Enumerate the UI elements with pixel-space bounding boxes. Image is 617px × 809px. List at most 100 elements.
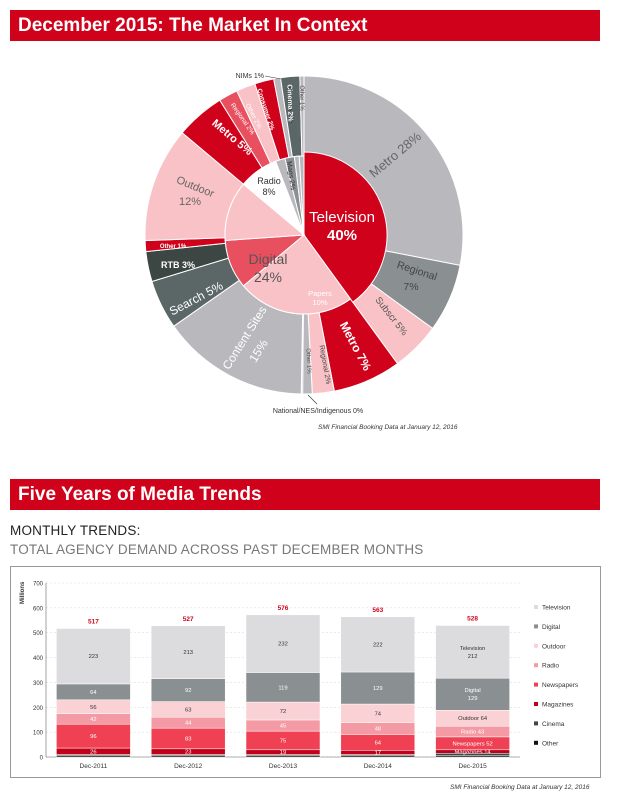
donut-label: Radio [257, 176, 281, 186]
bar-segment [245, 672, 321, 703]
bar-total-label: 563 [372, 607, 383, 614]
bar-data-label: 45 [280, 724, 286, 730]
bar-total-label: 517 [88, 618, 99, 625]
bar-data-label: 64 [90, 690, 97, 696]
x-tick-label: Dec-2012 [174, 763, 203, 770]
trends-subtitle-detail: TOTAL AGENCY DEMAND ACROSS PAST DECEMBER… [10, 542, 424, 557]
bar-segment [56, 628, 131, 685]
bar-data-label: 26 [90, 749, 96, 755]
market-donut-chart: Television40%Digital24%Papers10%Outdoor1… [144, 73, 464, 415]
legend-swatch [534, 605, 538, 609]
x-tick-label: Dec-2011 [80, 763, 108, 770]
donut-label: 12% [179, 196, 201, 208]
x-tick-label: Dec-2015 [459, 763, 488, 770]
donut-inner-slice [242, 234, 352, 315]
bar-segment [245, 614, 321, 673]
section-banner-trends: Five Years of Media Trends [10, 479, 600, 510]
legend-entry: Digital [542, 624, 561, 631]
bar-segment [435, 677, 510, 711]
bar-data-label: Outdoor 64 [458, 716, 488, 722]
legend-swatch [534, 663, 538, 668]
legend-swatch [534, 682, 538, 687]
donut-label: Cinema 2% [285, 87, 295, 124]
legend-entry: Television [542, 605, 571, 612]
bar-source-note: SMI Financial Booking Data at January 12… [450, 784, 590, 791]
legend-swatch [534, 721, 538, 726]
donut-label: Digital [249, 251, 288, 267]
bar-chart-panel [10, 566, 601, 778]
bar-data-label: Newspapers 52 [452, 741, 492, 747]
bar-data-label: 42 [90, 717, 96, 723]
y-axis-label: Millions [20, 581, 26, 604]
bar-data-label: Digital [465, 688, 481, 694]
bar-data-label: 75 [280, 738, 286, 744]
bar-data-label: 72 [280, 709, 286, 715]
bar-data-label: 63 [185, 707, 191, 713]
bar-data-label: 23 [185, 750, 191, 756]
legend-entry: Other [542, 740, 559, 747]
donut-label: Other 1% [160, 244, 187, 250]
donut-label: 7% [403, 281, 418, 293]
bar-data-label: 222 [373, 642, 383, 648]
section-banner-market: December 2015: The Market In Context [10, 10, 600, 41]
bar-data-label: 64 [375, 740, 382, 746]
bar-data-label: 119 [278, 685, 287, 691]
bar-data-label: 74 [375, 711, 382, 717]
legend-entry: Newspapers [542, 682, 579, 689]
trends-subtitle: MONTHLY TRENDS: [10, 523, 141, 538]
bar-data-label: 213 [183, 650, 193, 656]
donut-inner-slice [224, 183, 306, 242]
bar-data-label: 17 [375, 750, 381, 756]
bar-data-label: 212 [468, 654, 478, 660]
bar-data-label: Television [460, 646, 485, 652]
bar-segment [435, 625, 510, 679]
bar-data-label: 129 [373, 686, 383, 692]
bar-data-label: 56 [90, 705, 96, 711]
legend-entry: Outdoor [542, 643, 566, 650]
bar-data-label: 19 [280, 750, 286, 756]
legend-swatch [534, 624, 538, 629]
donut-label: Other 1% [305, 348, 312, 374]
bar-data-label: 96 [90, 734, 96, 740]
donut-label: Papers [308, 289, 332, 298]
y-tick-label: 600 [33, 606, 44, 612]
bar-data-label: 83 [185, 736, 191, 742]
bar-segment [340, 616, 416, 673]
y-tick-label: 500 [33, 631, 44, 637]
donut-label: RTB 3% [161, 260, 195, 270]
bar-total-label: 528 [467, 616, 478, 623]
bar-segment [340, 671, 416, 705]
legend-entry: Cinema [542, 721, 565, 728]
leader-line [264, 75, 282, 80]
legend-swatch [534, 643, 538, 648]
bar-data-label: Magazines 14 [455, 750, 492, 756]
bar-data-label: Radio 43 [461, 730, 484, 736]
legend-entry: Magazines [542, 702, 574, 709]
donut-label: National/NES/Indigenous 0% [273, 408, 363, 415]
donut-label: Mags 2% [285, 161, 296, 191]
legend-entry: Radio [542, 663, 559, 670]
legend-swatch [534, 740, 538, 745]
y-tick-label: 700 [33, 582, 44, 588]
donut-label: Television [309, 209, 375, 226]
bar-data-label: 92 [185, 688, 191, 694]
y-tick-label: 0 [40, 756, 44, 762]
donut-label: Cinema 2% [285, 84, 293, 122]
donut-label: NIMs 1% [236, 73, 264, 80]
y-tick-label: 300 [33, 681, 44, 687]
donut-inner-slice [303, 151, 388, 303]
bar-data-label: 129 [468, 696, 478, 702]
donut-inner-slice [298, 155, 305, 236]
bar-data-label: 223 [89, 654, 99, 660]
y-tick-label: 100 [33, 731, 44, 737]
leader-line [307, 394, 318, 405]
donut-label: 8% [262, 187, 275, 197]
pie-source-note: SMI Financial Booking Data at January 12… [318, 424, 458, 431]
bar-data-label: 44 [185, 721, 192, 727]
bar-segment [150, 625, 226, 679]
donut-label: Other 1% [298, 85, 304, 111]
y-tick-label: 200 [33, 706, 44, 712]
bar-total-label: 576 [278, 605, 289, 612]
bar-data-label: 232 [278, 642, 288, 648]
